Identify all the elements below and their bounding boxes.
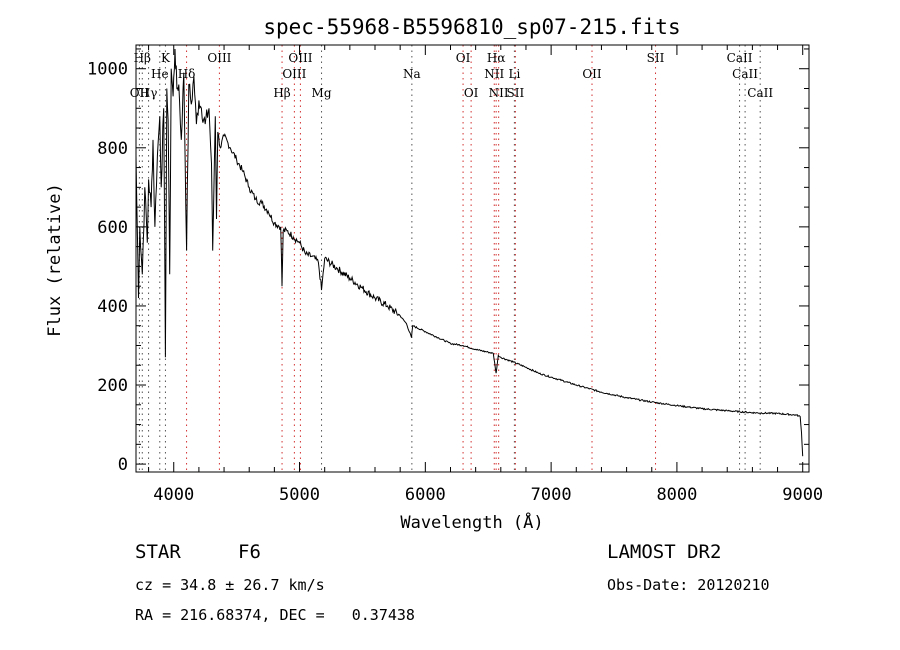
x-tick-label: 8000 <box>656 485 697 505</box>
x-tick-label: 7000 <box>531 485 572 505</box>
line-label: Hγ <box>140 86 158 100</box>
y-tick-label: 0 <box>118 455 128 475</box>
x-tick-label: 6000 <box>405 485 446 505</box>
survey-label: LAMOST DR2 <box>607 541 722 563</box>
x-tick-label: 9000 <box>782 485 823 505</box>
x-tick-label: 5000 <box>279 485 320 505</box>
line-label: OII <box>130 86 150 100</box>
y-tick-label: 200 <box>97 376 128 396</box>
x-axis-ticks: 4000 5000 6000 7000 8000 9000 <box>148 45 823 505</box>
line-label: CaII <box>747 86 773 100</box>
chart-title: spec-55968-B5596810_sp07-215.fits <box>263 15 680 39</box>
line-label: Na <box>403 67 421 81</box>
line-label: K <box>161 51 171 65</box>
y-tick-label: 1000 <box>87 60 128 80</box>
line-label: NII <box>489 86 509 100</box>
line-label: Hβ <box>134 51 151 65</box>
line-label: NII <box>484 67 504 81</box>
x-tick-label: 4000 <box>153 485 194 505</box>
obs-date-text: Obs-Date: 20120210 <box>607 576 770 594</box>
line-label: OIII <box>288 51 312 65</box>
y-axis-label: Flux (relative) <box>45 183 65 337</box>
y-axis-ticks: 0 200 400 600 800 1000 <box>87 48 809 475</box>
line-label: CaII <box>732 67 758 81</box>
spectrum-line <box>135 48 804 457</box>
line-label: CaII <box>727 51 753 65</box>
line-label: He <box>151 67 169 81</box>
line-label: Li <box>508 67 520 81</box>
y-tick-label: 400 <box>97 297 128 317</box>
redshift-text: cz = 34.8 ± 26.7 km/s <box>135 576 325 594</box>
radec-text: RA = 216.68374, DEC = 0.37438 <box>135 606 415 624</box>
line-label: Hα <box>487 51 506 65</box>
line-label: Hβ <box>273 86 290 100</box>
y-tick-label: 600 <box>97 218 128 238</box>
line-label: SII <box>507 86 525 100</box>
line-label: OIII <box>207 51 231 65</box>
line-label: Hδ <box>178 67 196 81</box>
plot-frame <box>135 44 810 473</box>
line-label: OIII <box>282 67 306 81</box>
subclass-label: F6 <box>238 541 261 563</box>
x-axis-label: Wavelength (Å) <box>400 511 543 533</box>
line-label: SII <box>647 51 665 65</box>
y-tick-label: 800 <box>97 139 128 159</box>
emission-line-markers <box>138 45 761 472</box>
line-label: OI <box>456 51 471 65</box>
class-label: STAR <box>135 541 181 563</box>
line-label: OII <box>582 67 602 81</box>
line-label: OI <box>464 86 479 100</box>
line-label: Mg <box>312 86 332 100</box>
